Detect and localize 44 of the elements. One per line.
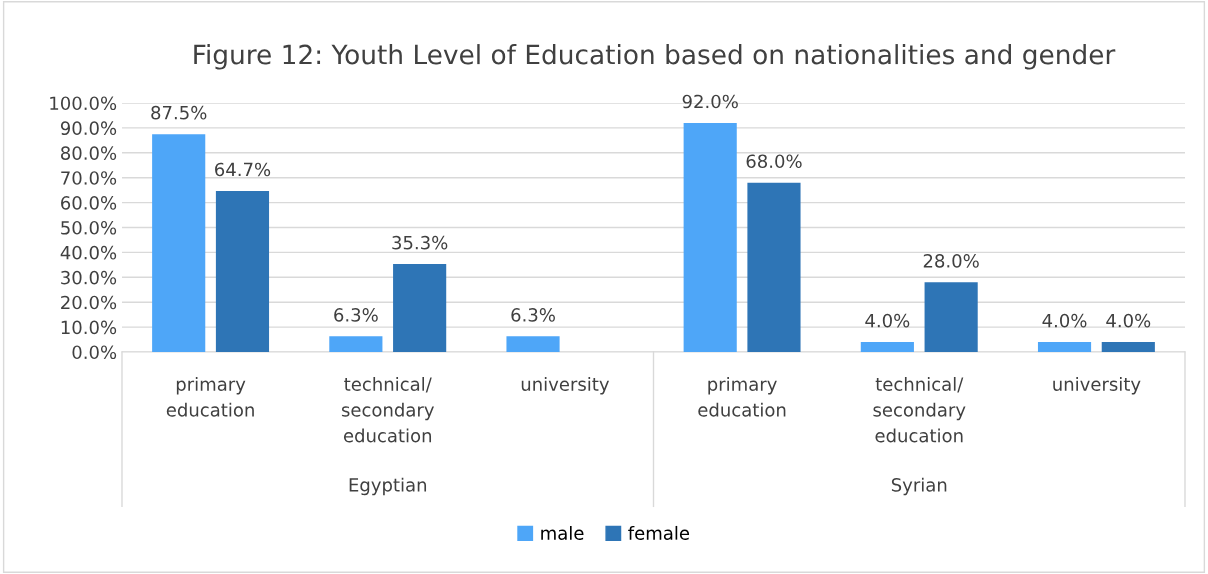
bar (506, 336, 560, 352)
data-label: 64.7% (215, 162, 271, 177)
data-label: 92.0% (682, 94, 738, 109)
y-tick-label: 10.0% (61, 320, 117, 335)
bar (683, 122, 737, 352)
legend-label: male (541, 525, 584, 540)
data-label: 68.0% (746, 154, 802, 169)
y-tick-label: 30.0% (61, 270, 117, 285)
y-tick-label: 80.0% (61, 146, 117, 160)
y-tick-label: 90.0% (60, 121, 117, 136)
x-tick-label: primary education (698, 377, 786, 417)
text: Syrian (891, 477, 947, 496)
bar (329, 336, 383, 352)
x-tick-label: primary education (166, 377, 254, 417)
data-label: 6.3% (511, 308, 555, 322)
x-tick-label: technical/ secondary education (341, 377, 434, 443)
bar (860, 342, 914, 352)
text: Egyptian (349, 477, 427, 496)
data-label: 4.0% (865, 313, 910, 328)
x-tick-label: technical/ secondary education (873, 377, 966, 443)
bar (747, 182, 801, 352)
data-label: 4.0% (1042, 313, 1087, 328)
bar (393, 264, 447, 352)
bar (215, 190, 270, 352)
chart-title: Figure 12: Youth Level of Education based on nationalities and gender (194, 44, 1116, 70)
bar (924, 282, 978, 352)
y-tick-label: 60.0% (61, 196, 117, 210)
y-tick-label: 0.0% (72, 345, 117, 360)
data-label: 4.0% (1106, 313, 1151, 328)
data-label: 87.5% (151, 105, 207, 120)
y-tick-label: 40.0% (60, 245, 117, 260)
x-tick-label: university (1053, 377, 1141, 395)
bar (1101, 342, 1155, 352)
bar (152, 134, 206, 352)
legend-label: female (628, 525, 690, 540)
data-label: 35.3% (392, 235, 448, 250)
y-tick-label: 70.0% (61, 171, 117, 185)
y-tick-label: 20.0% (61, 295, 117, 310)
data-label: 28.0% (923, 254, 979, 268)
data-label: 6.3% (334, 308, 378, 322)
x-tick-label: university (521, 377, 610, 395)
y-tick-label: 100.0% (50, 96, 117, 111)
y-tick-label: 50.0% (61, 220, 117, 235)
bar (1037, 342, 1092, 352)
